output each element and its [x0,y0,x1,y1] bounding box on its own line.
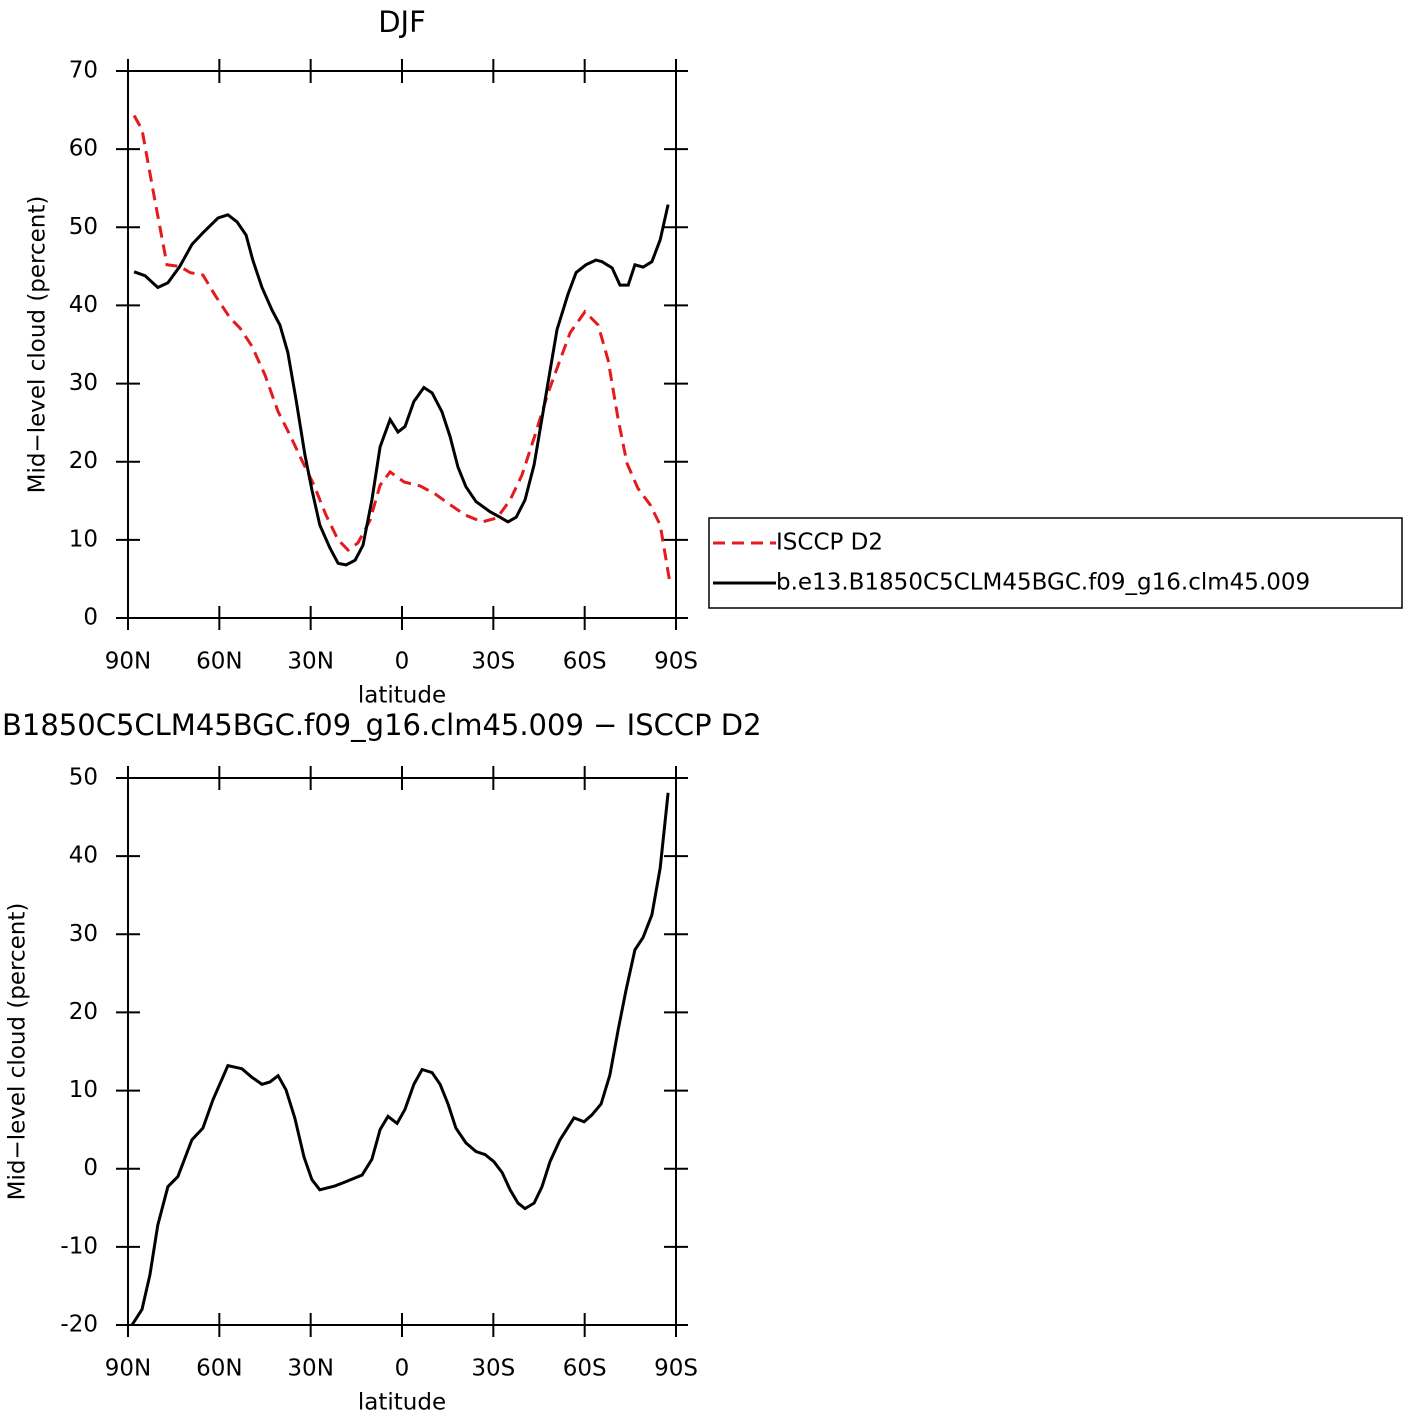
x-tick-label: 30S [471,1356,515,1382]
y-tick-label: 60 [69,136,98,162]
x-tick-label: 30N [287,1356,333,1382]
x-tick-label: 90S [654,649,698,675]
x-tick-label: 60S [563,649,607,675]
y-tick-label: 0 [83,1155,98,1181]
y-axis-label: Mid−level cloud (percent) [5,903,31,1201]
legend-box [708,517,1403,609]
y-axis-label: Mid−level cloud (percent) [25,196,51,494]
x-tick-label: 90N [105,1356,151,1382]
data-line [133,204,670,567]
plot-frame [127,777,677,1326]
x-tick-label: 90N [105,649,151,675]
y-tick-label: 20 [69,448,98,474]
y-tick-label: -20 [60,1312,98,1338]
y-tick-label: 70 [69,58,98,84]
x-tick-label: 60N [196,649,242,675]
x-tick-label: 30S [471,649,515,675]
x-axis-label: latitude [358,1390,446,1416]
y-tick-label: 0 [83,605,98,631]
y-tick-label: -10 [60,1233,98,1259]
chart-title: B1850C5CLM45BGC.f09_g16.clm45.009 − ISCC… [2,708,762,742]
y-tick-label: 30 [69,921,98,947]
y-tick-label: 50 [69,214,98,240]
y-tick-label: 50 [69,765,98,791]
y-tick-label: 40 [69,843,98,869]
x-tick-label: 0 [395,649,410,675]
legend-label: ISCCP D2 [776,530,883,556]
plot-frame [127,70,677,619]
x-axis-label: latitude [358,683,446,709]
chart-title: DJF [378,5,426,39]
y-tick-label: 40 [69,292,98,318]
y-tick-label: 10 [69,526,98,552]
legend-label: b.e13.B1850C5CLM45BGC.f09_g16.clm45.009 [776,570,1310,596]
x-tick-label: 90S [654,1356,698,1382]
x-tick-label: 60S [563,1356,607,1382]
data-line [132,114,672,584]
x-tick-label: 30N [287,649,333,675]
y-tick-label: 30 [69,370,98,396]
x-tick-label: 60N [196,1356,242,1382]
x-tick-label: 0 [395,1356,410,1382]
y-tick-label: 20 [69,999,98,1025]
y-tick-label: 10 [69,1077,98,1103]
data-line [130,792,670,1326]
